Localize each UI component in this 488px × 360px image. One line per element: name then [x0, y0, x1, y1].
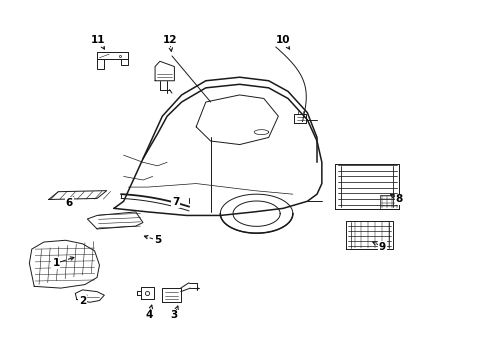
- Text: 10: 10: [275, 35, 290, 45]
- Text: 1: 1: [52, 258, 60, 268]
- Text: 9: 9: [378, 242, 385, 252]
- Text: 8: 8: [395, 194, 402, 204]
- Text: 11: 11: [91, 35, 105, 45]
- Text: 6: 6: [66, 198, 73, 208]
- Text: 4: 4: [145, 310, 153, 320]
- Text: 12: 12: [162, 35, 177, 45]
- Text: 3: 3: [170, 310, 178, 320]
- Text: 7: 7: [172, 197, 179, 207]
- Text: 2: 2: [79, 296, 86, 306]
- Text: 5: 5: [154, 235, 161, 245]
